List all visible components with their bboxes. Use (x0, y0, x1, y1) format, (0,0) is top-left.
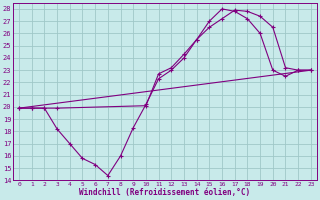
X-axis label: Windchill (Refroidissement éolien,°C): Windchill (Refroidissement éolien,°C) (79, 188, 251, 197)
